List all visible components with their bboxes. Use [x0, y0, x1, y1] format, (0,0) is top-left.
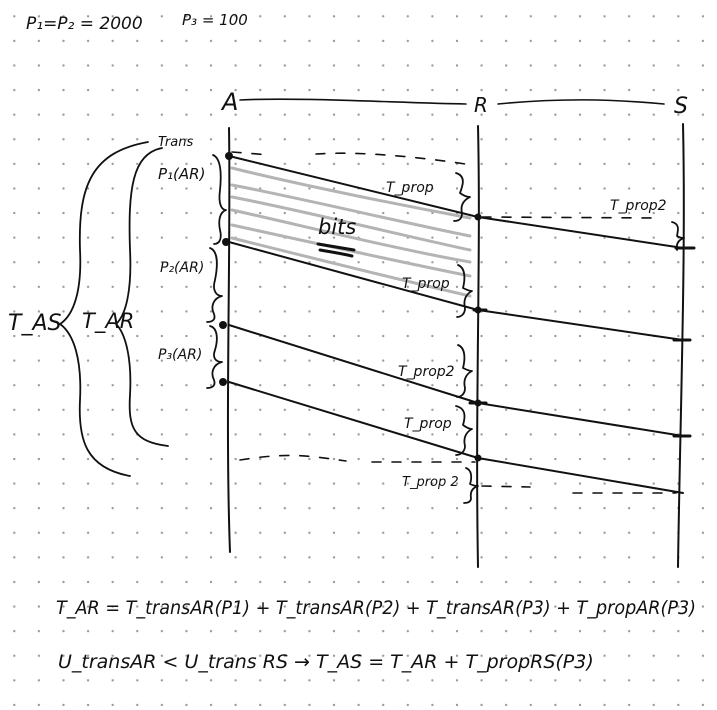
brace-p2 — [206, 247, 223, 323]
brace-tas — [59, 141, 149, 477]
equation-tas: U_transAR < U_trans RS → T_AS = T_AR + T… — [58, 651, 594, 673]
p3-ar-label: P₃(AR) — [158, 347, 202, 363]
timeline-a — [226, 127, 231, 553]
tprop-label-1: T_prop — [386, 180, 434, 196]
link-r-s — [497, 99, 665, 105]
link-a-r — [239, 98, 467, 105]
bits-underline — [316, 242, 356, 258]
brace-p3 — [206, 325, 223, 389]
braces — [59, 141, 685, 504]
timeline-s — [677, 123, 685, 568]
p1-p2-size: P₁=P₂ = 2000 — [26, 14, 143, 34]
brace-tprop-rs — [671, 221, 685, 251]
brace-tprop-3 — [455, 405, 473, 456]
tprop-label-3: T_prop — [404, 416, 452, 432]
equation-tar: T_AR = T_transAR(P1) + T_transAR(P2) + T… — [56, 597, 696, 619]
tprop-label-2: T_prop — [402, 276, 450, 292]
tprop2-label-a: T_prop2 — [398, 364, 455, 380]
brace-tprop2-a — [456, 344, 473, 398]
p3-size: P₃ = 100 — [182, 11, 248, 29]
tas-label: T_AS — [8, 311, 61, 336]
node-r-label: R — [474, 93, 488, 117]
dashed-markers — [231, 151, 677, 494]
brace-tprop-1 — [453, 172, 471, 222]
packet-lines — [228, 155, 684, 494]
brace-tprop-2 — [456, 264, 473, 318]
tprop-rs-label: T_prop2 — [610, 198, 667, 214]
brace-p1 — [212, 154, 227, 245]
tprop2-label-b: T_prop 2 — [402, 475, 459, 490]
timeline-r — [476, 125, 480, 568]
arrival-ticks — [468, 246, 696, 438]
node-a-label: A — [220, 88, 238, 116]
packet-endpoints — [219, 152, 482, 462]
brace-tar — [115, 147, 169, 447]
p1-ar-label: P₁(AR) — [158, 165, 205, 183]
p2-ar-label: P₂(AR) — [160, 260, 204, 276]
tar-label: T_AR — [82, 309, 134, 334]
node-s-label: S — [674, 94, 688, 119]
trans-label: Trans — [158, 135, 193, 150]
brace-tprop2-b — [463, 467, 479, 504]
bits-label: bits — [318, 215, 356, 239]
